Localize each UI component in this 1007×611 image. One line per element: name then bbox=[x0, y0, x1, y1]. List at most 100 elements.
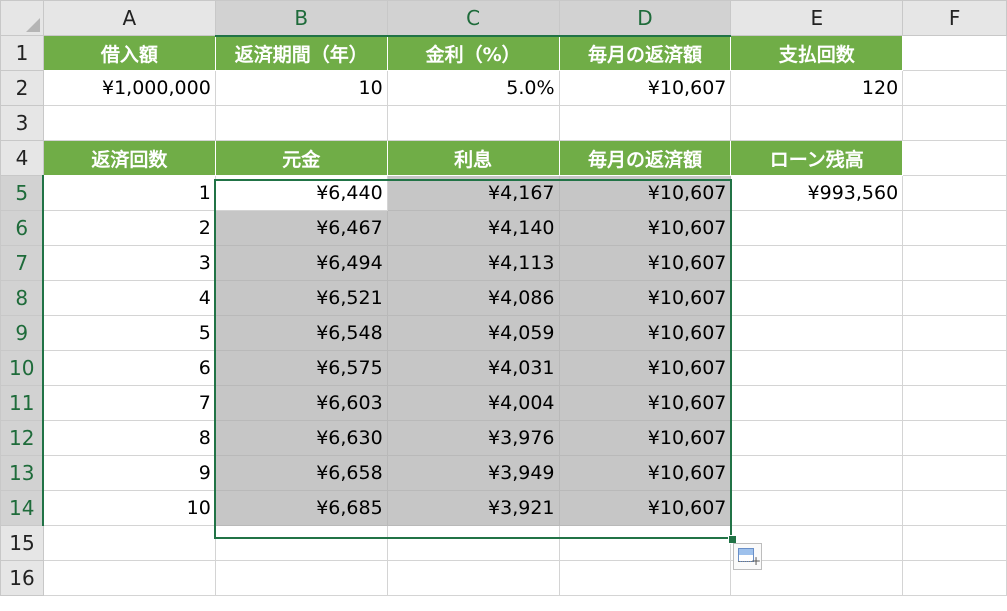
cell-c10[interactable]: ¥4,031 bbox=[386, 350, 560, 386]
cell-a8[interactable]: 4 bbox=[42, 280, 216, 316]
cell-a16[interactable] bbox=[42, 560, 216, 596]
cell-e4[interactable]: ローン残高 bbox=[730, 140, 904, 176]
cell-d3[interactable] bbox=[558, 105, 732, 141]
row-header-9[interactable]: 9 bbox=[0, 315, 45, 351]
cell-c4[interactable]: 利息 bbox=[386, 140, 560, 176]
cell-f3[interactable] bbox=[902, 105, 1007, 141]
cell-e14[interactable] bbox=[730, 490, 904, 526]
column-header-f[interactable]: F bbox=[902, 0, 1007, 36]
cell-c6[interactable]: ¥4,140 bbox=[386, 210, 560, 246]
cell-b15[interactable] bbox=[214, 525, 388, 561]
cell-f5[interactable] bbox=[902, 175, 1007, 211]
cell-b9[interactable]: ¥6,548 bbox=[214, 315, 388, 351]
cell-d1[interactable]: 毎月の返済額 bbox=[558, 35, 732, 71]
cell-f13[interactable] bbox=[902, 455, 1007, 491]
cell-e7[interactable] bbox=[730, 245, 904, 281]
cell-b1[interactable]: 返済期間（年） bbox=[214, 35, 388, 71]
cell-e10[interactable] bbox=[730, 350, 904, 386]
cell-c12[interactable]: ¥3,976 bbox=[386, 420, 560, 456]
row-header-11[interactable]: 11 bbox=[0, 385, 45, 421]
cell-a14[interactable]: 10 bbox=[42, 490, 216, 526]
cell-b11[interactable]: ¥6,603 bbox=[214, 385, 388, 421]
cell-c7[interactable]: ¥4,113 bbox=[386, 245, 560, 281]
cell-d8[interactable]: ¥10,607 bbox=[558, 280, 732, 316]
cell-d11[interactable]: ¥10,607 bbox=[558, 385, 732, 421]
cell-d5[interactable]: ¥10,607 bbox=[558, 175, 732, 211]
cell-a11[interactable]: 7 bbox=[42, 385, 216, 421]
cell-a13[interactable]: 9 bbox=[42, 455, 216, 491]
cell-e11[interactable] bbox=[730, 385, 904, 421]
cell-f7[interactable] bbox=[902, 245, 1007, 281]
row-header-5[interactable]: 5 bbox=[0, 175, 45, 211]
cell-f9[interactable] bbox=[902, 315, 1007, 351]
cell-b2[interactable]: 10 bbox=[214, 70, 388, 106]
cell-a9[interactable]: 5 bbox=[42, 315, 216, 351]
cell-a4[interactable]: 返済回数 bbox=[42, 140, 216, 176]
cell-e8[interactable] bbox=[730, 280, 904, 316]
cell-d10[interactable]: ¥10,607 bbox=[558, 350, 732, 386]
cell-c1[interactable]: 金利（%） bbox=[386, 35, 560, 71]
cell-d6[interactable]: ¥10,607 bbox=[558, 210, 732, 246]
column-header-b[interactable]: B bbox=[214, 0, 388, 37]
cell-a12[interactable]: 8 bbox=[42, 420, 216, 456]
row-header-1[interactable]: 1 bbox=[0, 35, 44, 71]
cell-e6[interactable] bbox=[730, 210, 904, 246]
cell-c9[interactable]: ¥4,059 bbox=[386, 315, 560, 351]
cell-b16[interactable] bbox=[214, 560, 388, 596]
cell-b6[interactable]: ¥6,467 bbox=[214, 210, 388, 246]
cell-f15[interactable] bbox=[902, 525, 1007, 561]
row-header-3[interactable]: 3 bbox=[0, 105, 44, 141]
cell-d14[interactable]: ¥10,607 bbox=[558, 490, 732, 526]
cell-b3[interactable] bbox=[214, 105, 388, 141]
row-header-7[interactable]: 7 bbox=[0, 245, 45, 281]
cell-b5[interactable]: ¥6,440 bbox=[214, 175, 388, 211]
cell-e12[interactable] bbox=[730, 420, 904, 456]
quick-analysis-button[interactable]: + bbox=[733, 543, 762, 570]
cell-a2[interactable]: ¥1,000,000 bbox=[42, 70, 216, 106]
cell-c3[interactable] bbox=[386, 105, 560, 141]
cell-b14[interactable]: ¥6,685 bbox=[214, 490, 388, 526]
row-header-16[interactable]: 16 bbox=[0, 560, 44, 596]
row-header-2[interactable]: 2 bbox=[0, 70, 44, 106]
cell-d7[interactable]: ¥10,607 bbox=[558, 245, 732, 281]
cell-e5[interactable]: ¥993,560 bbox=[730, 175, 904, 211]
row-header-4[interactable]: 4 bbox=[0, 140, 44, 176]
cell-b10[interactable]: ¥6,575 bbox=[214, 350, 388, 386]
cell-c5[interactable]: ¥4,167 bbox=[386, 175, 560, 211]
cell-c13[interactable]: ¥3,949 bbox=[386, 455, 560, 491]
cell-a6[interactable]: 2 bbox=[42, 210, 216, 246]
cell-a7[interactable]: 3 bbox=[42, 245, 216, 281]
cell-c14[interactable]: ¥3,921 bbox=[386, 490, 560, 526]
cell-b13[interactable]: ¥6,658 bbox=[214, 455, 388, 491]
cell-b7[interactable]: ¥6,494 bbox=[214, 245, 388, 281]
cell-b4[interactable]: 元金 bbox=[214, 140, 388, 176]
cell-d2[interactable]: ¥10,607 bbox=[558, 70, 732, 106]
row-header-13[interactable]: 13 bbox=[0, 455, 45, 491]
cell-a1[interactable]: 借入額 bbox=[42, 35, 216, 71]
column-header-d[interactable]: D bbox=[558, 0, 732, 37]
cell-e9[interactable] bbox=[730, 315, 904, 351]
cell-a5[interactable]: 1 bbox=[42, 175, 216, 211]
cell-f11[interactable] bbox=[902, 385, 1007, 421]
cell-b12[interactable]: ¥6,630 bbox=[214, 420, 388, 456]
cell-c11[interactable]: ¥4,004 bbox=[386, 385, 560, 421]
row-header-14[interactable]: 14 bbox=[0, 490, 45, 526]
cell-c2[interactable]: 5.0% bbox=[386, 70, 560, 106]
cell-f6[interactable] bbox=[902, 210, 1007, 246]
column-header-c[interactable]: C bbox=[386, 0, 560, 37]
cell-c8[interactable]: ¥4,086 bbox=[386, 280, 560, 316]
cell-b8[interactable]: ¥6,521 bbox=[214, 280, 388, 316]
cell-d16[interactable] bbox=[558, 560, 732, 596]
cell-c16[interactable] bbox=[386, 560, 560, 596]
row-header-10[interactable]: 10 bbox=[0, 350, 45, 386]
cell-f1[interactable] bbox=[902, 35, 1007, 71]
row-header-12[interactable]: 12 bbox=[0, 420, 45, 456]
select-all-corner[interactable] bbox=[0, 0, 44, 36]
cell-d13[interactable]: ¥10,607 bbox=[558, 455, 732, 491]
cell-e3[interactable] bbox=[730, 105, 904, 141]
cell-c15[interactable] bbox=[386, 525, 560, 561]
cell-a15[interactable] bbox=[42, 525, 216, 561]
row-header-6[interactable]: 6 bbox=[0, 210, 45, 246]
cell-d4[interactable]: 毎月の返済額 bbox=[558, 140, 732, 176]
cell-f14[interactable] bbox=[902, 490, 1007, 526]
